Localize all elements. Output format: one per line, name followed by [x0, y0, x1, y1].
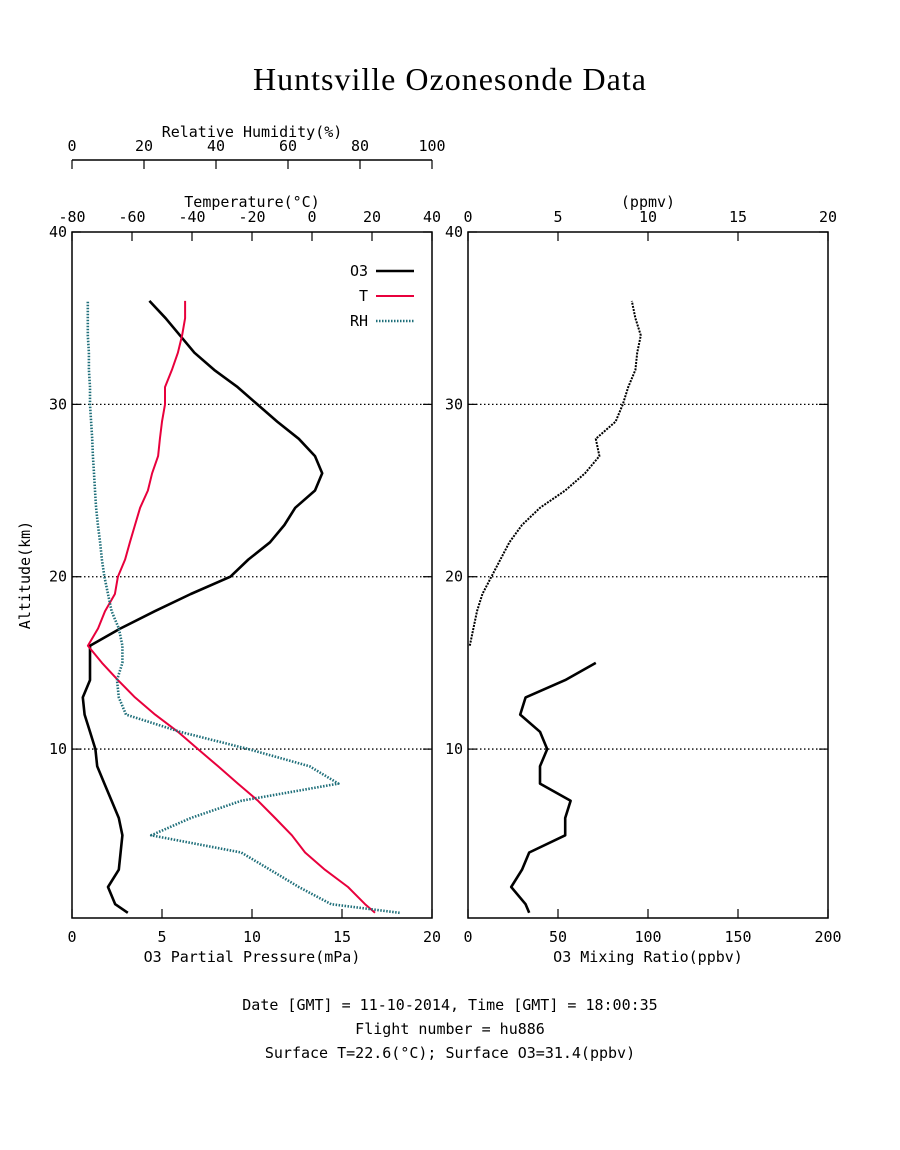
x2-tick-label: 5: [553, 208, 562, 226]
y-tick-label: 30: [49, 395, 67, 413]
legend-label: RH: [350, 312, 368, 330]
profile-line: [81, 300, 324, 914]
x2-tick-label: 20: [363, 208, 381, 226]
x-tick-label: 0: [67, 928, 76, 946]
profile-line: [468, 300, 642, 646]
footer-line: Surface T=22.6(°C); Surface O3=31.4(ppbv…: [265, 1044, 635, 1062]
x2-tick-label: 15: [729, 208, 747, 226]
x-tick-label: 5: [157, 928, 166, 946]
x2-axis-label: Temperature(°C): [184, 193, 319, 211]
profile-line: [86, 300, 376, 914]
x-tick-label: 15: [333, 928, 351, 946]
y-tick-label: 20: [445, 568, 463, 586]
x2-tick-label: 0: [463, 208, 472, 226]
x-tick-label: 50: [549, 928, 567, 946]
x2-tick-label: 20: [819, 208, 837, 226]
plot-frame: [71, 231, 433, 919]
y-axis-label: Altitude(km): [16, 521, 34, 629]
x2-tick-label: -80: [58, 208, 85, 226]
x-tick-label: 200: [814, 928, 841, 946]
profile-line: [509, 661, 597, 914]
x-tick-label: 0: [463, 928, 472, 946]
x-tick-label: 150: [724, 928, 751, 946]
y-tick-label: 30: [445, 395, 463, 413]
x3-tick-label: 60: [279, 137, 297, 155]
x2-tick-label: -20: [238, 208, 265, 226]
y-tick-label: 10: [49, 740, 67, 758]
x-tick-label: 100: [634, 928, 661, 946]
y-tick-label: 40: [445, 223, 463, 241]
x2-tick-label: 10: [639, 208, 657, 226]
footer-line: Flight number = hu886: [355, 1020, 545, 1038]
x3-tick-label: 100: [418, 137, 445, 155]
chart-title: Huntsville Ozonesonde Data: [253, 61, 647, 97]
y-tick-label: 20: [49, 568, 67, 586]
y-tick-label: 40: [49, 223, 67, 241]
x-axis-label: O3 Mixing Ratio(ppbv): [553, 948, 743, 966]
x3-tick-label: 0: [67, 137, 76, 155]
x3-tick-label: 80: [351, 137, 369, 155]
plot-frame: [467, 231, 829, 919]
footer-line: Date [GMT] = 11-10-2014, Time [GMT] = 18…: [242, 996, 657, 1014]
x2-tick-label: -60: [118, 208, 145, 226]
x3-axis-label: Relative Humidity(%): [162, 123, 343, 141]
x-axis-label: O3 Partial Pressure(mPa): [144, 948, 361, 966]
x-tick-label: 20: [423, 928, 441, 946]
legend-label: T: [359, 287, 368, 305]
x2-tick-label: -40: [178, 208, 205, 226]
x-tick-label: 10: [243, 928, 261, 946]
x2-tick-label: 40: [423, 208, 441, 226]
x2-tick-label: 0: [307, 208, 316, 226]
x3-tick-label: 40: [207, 137, 225, 155]
x2-axis-label: (ppmv): [621, 193, 675, 211]
legend-label: O3: [350, 262, 368, 280]
x3-tick-label: 20: [135, 137, 153, 155]
profile-line: [86, 300, 400, 915]
y-tick-label: 10: [445, 740, 463, 758]
